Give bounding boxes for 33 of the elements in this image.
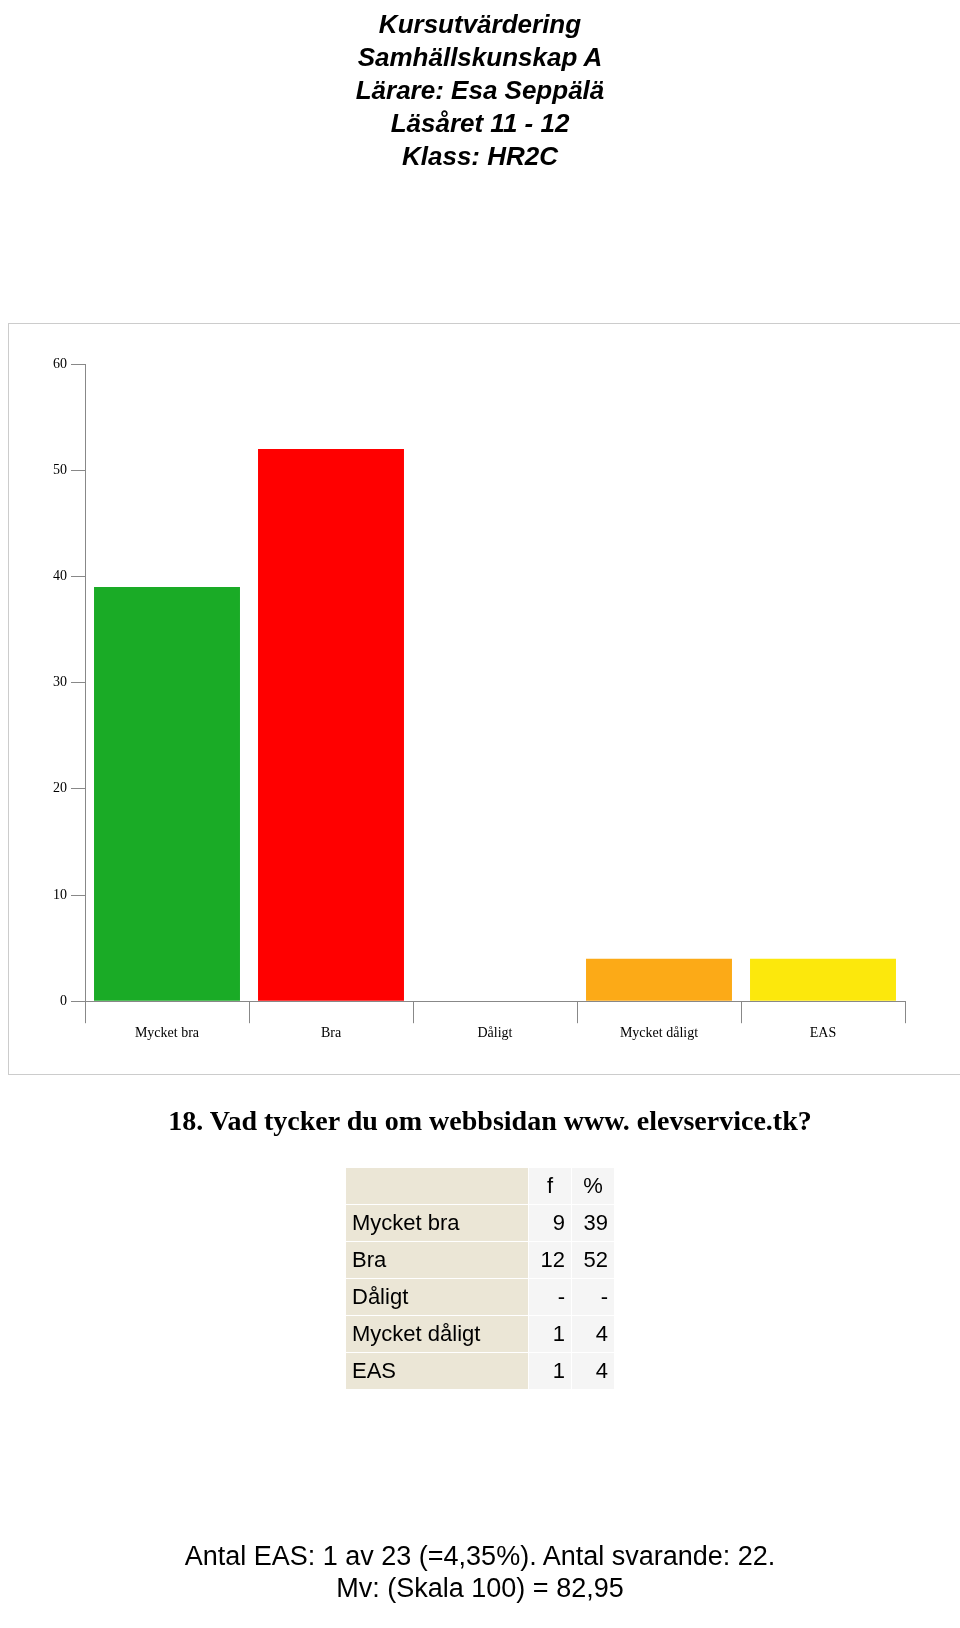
y-tick-label: 10 (53, 886, 67, 902)
y-tick-label: 50 (53, 461, 67, 477)
text: 39 (571, 1204, 615, 1242)
y-tick-label: 30 (53, 674, 67, 690)
x-tick-label: Mycket dåligt (619, 1025, 699, 1041)
text: 18. Vad tycker du om webbsidan www. elevservice.tk? (167, 1105, 813, 1137)
y-tick-label: 60 (53, 355, 67, 371)
text: % (571, 1167, 615, 1205)
text: Antal EAS: 1 av 23 (=4,35%). Antal svarande: 22. (183, 1540, 777, 1572)
text: 4 (571, 1352, 615, 1390)
text: Mv: (Skala 100) = 82,95 (335, 1572, 625, 1604)
category-label: Mycket dåligt (352, 1321, 481, 1346)
text: 12 (528, 1241, 572, 1279)
text: 1 (528, 1352, 572, 1390)
category-label: Bra (352, 1247, 387, 1272)
text: 9 (528, 1204, 572, 1242)
y-tick-label: 20 (53, 780, 67, 796)
y-tick-label: 0 (60, 992, 67, 1008)
text: 52 (571, 1241, 615, 1279)
text: 4 (571, 1315, 615, 1353)
category-label: Mycket bra (352, 1210, 460, 1235)
x-tick-label: EAS (809, 1025, 837, 1041)
category-label: Dåligt (352, 1284, 409, 1309)
x-tick-label: Dåligt (477, 1025, 513, 1041)
chart-title: Kursutvärdering Samhällskunskap A Lärare: Esa Seppälä Läsåret 11 - 12 Klass: HR2C (354, 8, 606, 173)
text: - (571, 1278, 615, 1316)
category-label: EAS (352, 1358, 397, 1383)
y-tick-label: 40 (53, 568, 67, 584)
x-tick-label: Bra (320, 1025, 342, 1041)
text: 1 (528, 1315, 572, 1353)
x-tick-label: Mycket bra (134, 1025, 200, 1041)
text: - (528, 1278, 572, 1316)
text: f (528, 1167, 572, 1205)
